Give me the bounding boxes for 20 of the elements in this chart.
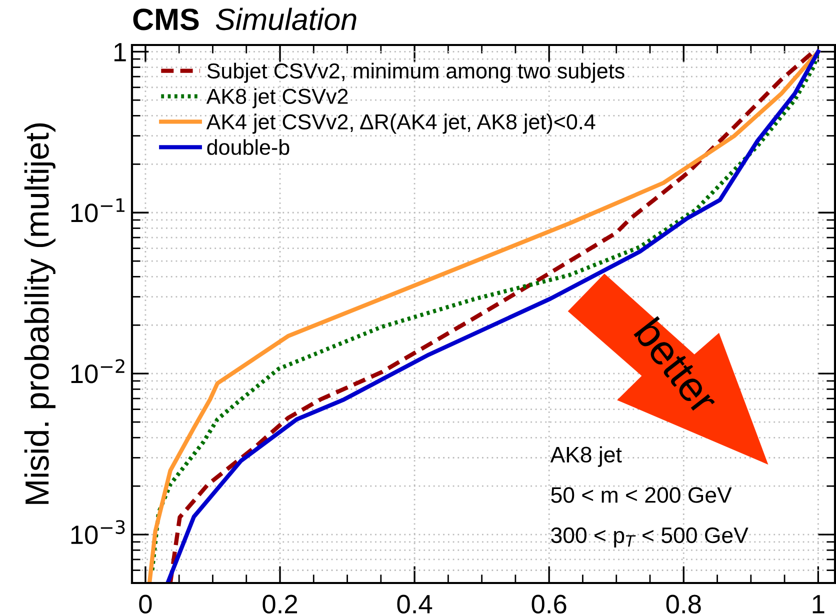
y-tick-label: 10$^{−2}$ [71,359,124,384]
chart-subtitle: Simulation [216,8,356,30]
annotation: AK8 jet [550,446,622,467]
y-tick-label: 10$^{−3}$ [71,520,125,544]
annotation: 300 < p$_{T}$ < 500 GeV [551,527,748,548]
x-tick-label: 0.4 [397,594,432,614]
x-tick-label: 0.8 [666,594,701,614]
annotation: 50 < m < 200 GeV [551,487,732,503]
y-tick-label: 10$^{−1}$ [71,198,124,222]
x-tick-label: 1 [812,595,824,614]
y-tick-label: 1 [114,43,126,62]
y-axis-title: Misid. probability (multijet) [24,123,56,504]
legend-label: Subjet CSVv2, minimum among two subjets [207,62,624,83]
chart-title: CMS [133,8,199,30]
legend-label: AK8 jet CSVv2 [206,88,348,108]
legend-label: AK4 jet CSVv2, ΔR(AK4 jet, AK8 jet)<0.4 [206,114,596,134]
x-tick-label: 0.6 [532,594,566,614]
legend-label: double-b [207,139,290,155]
x-tick-label: 0 [139,594,152,614]
x-tick-label: 0.2 [262,594,298,614]
